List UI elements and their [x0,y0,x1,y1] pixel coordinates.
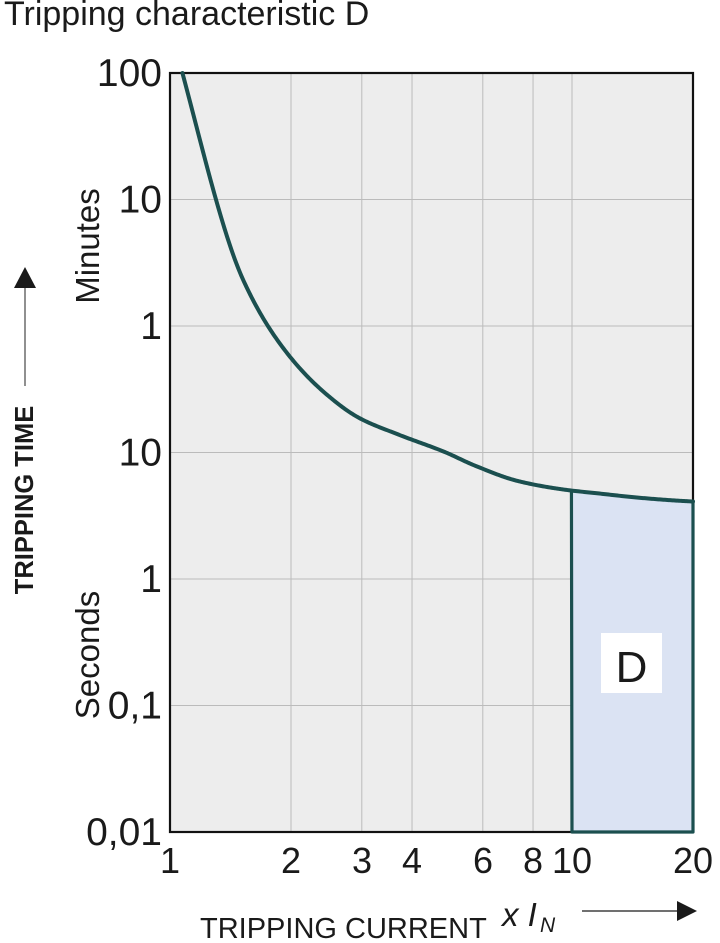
svg-text:1: 1 [140,558,162,601]
svg-text:TRIPPING CURRENT: TRIPPING CURRENT [200,913,487,943]
svg-text:TRIPPING TIME: TRIPPING TIME [11,406,39,594]
svg-text:x I: x I [500,896,537,933]
svg-text:0,01: 0,01 [86,811,162,854]
svg-text:4: 4 [402,840,422,881]
svg-text:3: 3 [352,840,372,881]
svg-text:10: 10 [119,179,162,222]
svg-text:0,1: 0,1 [108,685,162,728]
svg-text:Minutes: Minutes [69,188,106,304]
svg-text:100: 100 [97,52,162,95]
svg-text:1: 1 [160,840,180,881]
svg-text:10: 10 [552,840,592,881]
svg-text:6: 6 [473,840,493,881]
svg-text:N: N [540,914,556,937]
svg-text:8: 8 [523,840,543,881]
svg-text:1: 1 [140,305,162,348]
svg-text:20: 20 [673,840,713,881]
svg-text:D: D [616,643,648,692]
svg-text:10: 10 [119,432,162,475]
svg-text:Seconds: Seconds [69,591,106,719]
svg-text:2: 2 [281,840,301,881]
